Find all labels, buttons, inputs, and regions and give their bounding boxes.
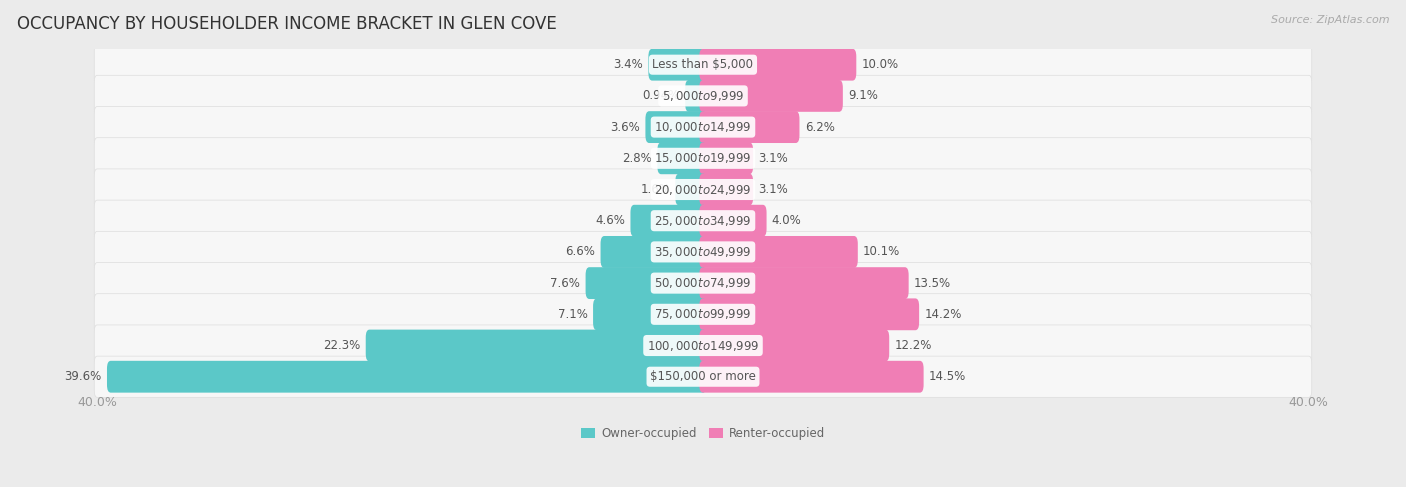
Text: 13.5%: 13.5% — [914, 277, 950, 290]
Text: $10,000 to $14,999: $10,000 to $14,999 — [654, 120, 752, 134]
FancyBboxPatch shape — [94, 294, 1312, 335]
Text: 12.2%: 12.2% — [894, 339, 932, 352]
Text: $150,000 or more: $150,000 or more — [650, 370, 756, 383]
Text: 39.6%: 39.6% — [65, 370, 101, 383]
Text: $75,000 to $99,999: $75,000 to $99,999 — [654, 307, 752, 321]
FancyBboxPatch shape — [699, 80, 842, 112]
Text: 14.5%: 14.5% — [929, 370, 966, 383]
FancyBboxPatch shape — [685, 80, 707, 112]
FancyBboxPatch shape — [94, 200, 1312, 241]
Text: 14.2%: 14.2% — [924, 308, 962, 321]
FancyBboxPatch shape — [645, 111, 707, 143]
FancyBboxPatch shape — [600, 236, 707, 268]
FancyBboxPatch shape — [699, 49, 856, 81]
FancyBboxPatch shape — [593, 299, 707, 330]
FancyBboxPatch shape — [94, 44, 1312, 85]
Text: 3.4%: 3.4% — [613, 58, 643, 71]
Text: 3.6%: 3.6% — [610, 121, 640, 133]
FancyBboxPatch shape — [630, 205, 707, 237]
FancyBboxPatch shape — [648, 49, 707, 81]
Text: 3.1%: 3.1% — [758, 183, 789, 196]
Text: 3.1%: 3.1% — [758, 152, 789, 165]
FancyBboxPatch shape — [658, 142, 707, 174]
FancyBboxPatch shape — [699, 361, 924, 393]
Text: 10.1%: 10.1% — [863, 245, 900, 259]
FancyBboxPatch shape — [699, 142, 754, 174]
FancyBboxPatch shape — [675, 173, 707, 206]
Text: $5,000 to $9,999: $5,000 to $9,999 — [662, 89, 744, 103]
FancyBboxPatch shape — [94, 262, 1312, 304]
Text: 9.1%: 9.1% — [848, 90, 877, 102]
Text: 22.3%: 22.3% — [323, 339, 360, 352]
FancyBboxPatch shape — [94, 325, 1312, 366]
Text: $35,000 to $49,999: $35,000 to $49,999 — [654, 245, 752, 259]
FancyBboxPatch shape — [699, 267, 908, 299]
Text: Less than $5,000: Less than $5,000 — [652, 58, 754, 71]
FancyBboxPatch shape — [94, 231, 1312, 273]
Text: $100,000 to $149,999: $100,000 to $149,999 — [647, 338, 759, 353]
FancyBboxPatch shape — [94, 356, 1312, 397]
Text: 6.6%: 6.6% — [565, 245, 595, 259]
FancyBboxPatch shape — [94, 169, 1312, 210]
FancyBboxPatch shape — [366, 330, 707, 361]
FancyBboxPatch shape — [699, 236, 858, 268]
FancyBboxPatch shape — [699, 173, 754, 206]
Text: $20,000 to $24,999: $20,000 to $24,999 — [654, 183, 752, 196]
Text: $50,000 to $74,999: $50,000 to $74,999 — [654, 276, 752, 290]
FancyBboxPatch shape — [94, 75, 1312, 116]
Text: $25,000 to $34,999: $25,000 to $34,999 — [654, 214, 752, 228]
Text: 4.0%: 4.0% — [772, 214, 801, 227]
Text: 0.94%: 0.94% — [643, 90, 681, 102]
FancyBboxPatch shape — [699, 111, 800, 143]
Text: 40.0%: 40.0% — [77, 396, 117, 409]
Text: 7.6%: 7.6% — [551, 277, 581, 290]
Text: 40.0%: 40.0% — [1289, 396, 1329, 409]
Text: 4.6%: 4.6% — [595, 214, 626, 227]
Legend: Owner-occupied, Renter-occupied: Owner-occupied, Renter-occupied — [576, 423, 830, 445]
FancyBboxPatch shape — [585, 267, 707, 299]
FancyBboxPatch shape — [94, 107, 1312, 148]
Text: 6.2%: 6.2% — [804, 121, 835, 133]
Text: $15,000 to $19,999: $15,000 to $19,999 — [654, 151, 752, 165]
Text: 2.8%: 2.8% — [623, 152, 652, 165]
FancyBboxPatch shape — [699, 205, 766, 237]
Text: 7.1%: 7.1% — [558, 308, 588, 321]
FancyBboxPatch shape — [94, 138, 1312, 179]
FancyBboxPatch shape — [699, 330, 889, 361]
FancyBboxPatch shape — [699, 299, 920, 330]
Text: Source: ZipAtlas.com: Source: ZipAtlas.com — [1271, 15, 1389, 25]
FancyBboxPatch shape — [107, 361, 707, 393]
Text: 10.0%: 10.0% — [862, 58, 898, 71]
Text: 1.6%: 1.6% — [640, 183, 671, 196]
Text: OCCUPANCY BY HOUSEHOLDER INCOME BRACKET IN GLEN COVE: OCCUPANCY BY HOUSEHOLDER INCOME BRACKET … — [17, 15, 557, 33]
